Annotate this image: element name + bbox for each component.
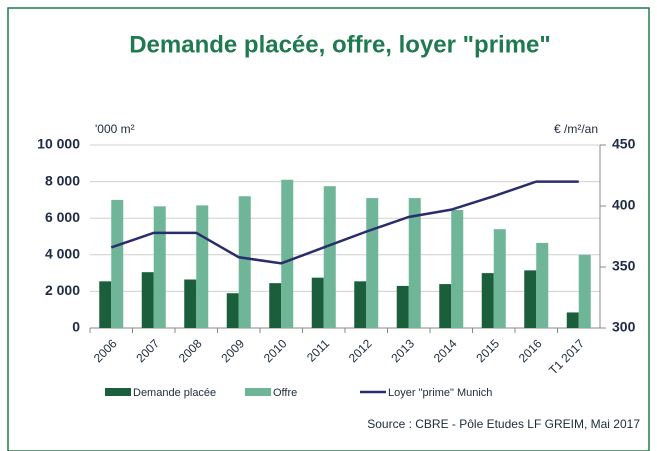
y-axis-label: '000 m² [95,122,135,136]
bar [99,281,112,328]
y-tick-label: 10 000 [37,136,80,152]
y2-tick-label: 400 [612,197,636,213]
bar [578,254,591,328]
bar [396,285,409,328]
bar [481,273,494,328]
bar [184,279,197,328]
legend-label: Offre [273,387,297,399]
bar [451,209,464,328]
legend-label: Demande placée [133,387,216,399]
y2-tick-label: 450 [612,136,636,152]
bar [111,199,124,328]
bar [281,179,294,328]
bar [536,242,549,328]
bar [439,284,452,328]
y2-axis-label: € /m²/an [554,122,598,136]
y-tick-label: 6 000 [45,209,80,225]
bar [238,196,251,328]
bar [366,198,379,328]
y-tick-label: 4 000 [45,246,80,262]
x-tick-label: 2013 [388,336,417,365]
y2-tick-label: 350 [612,258,636,274]
bar [323,186,336,328]
x-tick-label: 2007 [133,336,162,365]
bar [226,293,239,328]
x-tick-label: 2008 [176,336,205,365]
chart-title: Demande placée, offre, loyer "prime" [129,31,551,58]
source: Source : CBRE - Pôle Etudes LF GREIM, Ma… [367,417,640,431]
bar [354,281,367,328]
y2-tick-label: 300 [612,319,636,335]
bar [493,229,506,328]
bar [311,277,324,328]
x-tick-label: 2016 [516,336,545,365]
x-tick-label: 2014 [431,336,460,365]
bar [196,205,209,328]
x-tick-label: 2009 [218,336,247,365]
bar [153,206,166,328]
frame [7,7,650,451]
y-tick-label: 0 [72,319,80,335]
bar [408,198,421,328]
bar [269,283,282,328]
y-tick-label: 2 000 [45,282,80,298]
line [110,180,579,265]
x-tick-label: 2011 [304,336,332,364]
x-tick-label: T1 2017 [546,336,587,377]
bar [566,312,579,328]
x-tick-label: 2012 [346,336,375,365]
x-tick-label: 2006 [91,336,120,365]
x-tick-label: 2015 [473,336,502,365]
x-tick-label: 2010 [261,336,290,365]
legend-swatch [245,388,271,396]
legend-label: Loyer "prime" Munich [388,387,492,399]
bar [141,272,154,328]
legend-swatch [105,388,131,396]
y-tick-label: 8 000 [45,172,80,188]
bar [524,270,537,328]
